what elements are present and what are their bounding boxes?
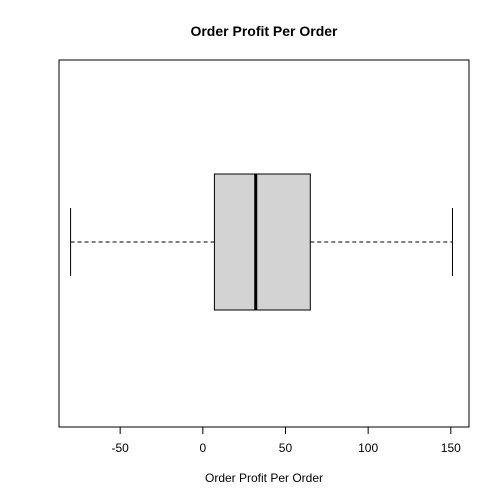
x-axis-ticks: -50 0 50 100 150	[111, 427, 461, 455]
x-axis: -50 0 50 100 150	[111, 427, 461, 455]
interquartile-box	[214, 174, 310, 310]
x-tick-label: 150	[441, 441, 461, 455]
box-plot	[71, 174, 453, 310]
x-tick-label: 100	[358, 441, 378, 455]
x-tick-label: -50	[111, 441, 129, 455]
x-tick-label: 50	[279, 441, 293, 455]
chart-title: Order Profit Per Order	[190, 23, 338, 39]
x-axis-label: Order Profit Per Order	[205, 471, 323, 485]
x-tick-label: 0	[199, 441, 206, 455]
